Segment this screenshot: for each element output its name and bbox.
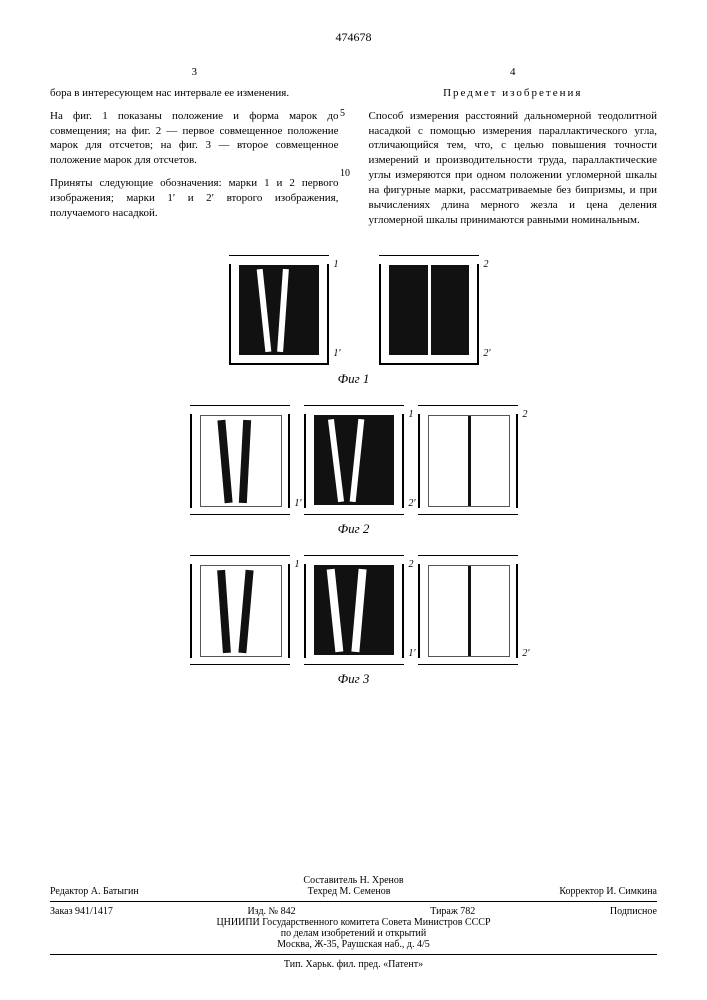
text-columns: 3 бора в интересующем нас интервале ее и… (50, 65, 657, 235)
fig2-t2-bar2 (349, 419, 364, 502)
fig3-t2-bar2 (352, 569, 367, 652)
footer-tech: Техред М. Семенов (308, 886, 391, 897)
fig1-mark-1 (257, 269, 272, 352)
page-number-right: 4 (369, 65, 658, 80)
line-number-10: 10 (340, 168, 350, 179)
left-p2: На фиг. 1 показаны положение и форма мар… (50, 109, 339, 168)
left-p1: бора в интересующем нас интервале ее изм… (50, 86, 339, 101)
footer-print-row: Заказ 941/1417 Изд. № 842 Тираж 782 Подп… (50, 906, 657, 917)
fig1-label-2: 2 (484, 259, 489, 270)
fig1-caption: Фиг 1 (50, 371, 657, 387)
fig2-t3-inner (428, 415, 510, 507)
page-number-left: 3 (50, 65, 339, 80)
fig3-tile-1: 1 (190, 555, 290, 665)
left-column: 3 бора в интересующем нас интервале ее и… (50, 65, 339, 235)
fig2-t2-lab1: 1 (409, 409, 414, 420)
fig1-tile-left: 1 1′ (229, 255, 329, 365)
fig3-t1-bar1 (217, 570, 231, 653)
right-heading: Предмет изобретения (369, 86, 658, 101)
fig3-t3-split (468, 566, 471, 656)
fig2-tile-2: 1 2′ (304, 405, 404, 515)
fig3-t3-inner (428, 565, 510, 657)
fig2-t3-lab: 2 (523, 409, 528, 420)
fig1-label-2p: 2′ (483, 348, 490, 359)
fig3-t2-bar1 (327, 569, 344, 652)
fig3-t1-inner (200, 565, 282, 657)
fig2-t1-bar1 (218, 420, 233, 503)
fig2-caption: Фиг 2 (50, 521, 657, 537)
fig1-label-1: 1 (334, 259, 339, 270)
fig3-t1-lab: 1 (295, 559, 300, 570)
right-p1: Способ измерения расстояний дальномерной… (369, 109, 658, 228)
fig2-tile-1: 1′ (190, 405, 290, 515)
fig3-t2-lab2: 1′ (408, 648, 415, 659)
footer-compiler: Составитель Н. Хренов (50, 875, 657, 886)
fig3-row: 1 2 1′ 2′ (50, 555, 657, 665)
fig1-tile-right: 2 2′ (379, 255, 479, 365)
footer-izd: Изд. № 842 (247, 906, 295, 917)
figures-area: 1 1′ 2 2′ Фиг 1 1′ 1 (50, 255, 657, 687)
fig3-t3-lab: 2′ (522, 648, 529, 659)
fig2-row: 1′ 1 2′ 2 (50, 405, 657, 515)
fig3-t2-inner (314, 565, 394, 655)
fig2-t1-inner (200, 415, 282, 507)
fig2-tile-3: 2 (418, 405, 518, 515)
footer-org2: по делам изобретений и открытий (50, 928, 657, 939)
fig2-t2-lab2: 2′ (408, 498, 415, 509)
fig3-caption: Фиг 3 (50, 671, 657, 687)
fig3-tile-3: 2′ (418, 555, 518, 665)
footer: Составитель Н. Хренов Редактор А. Батыги… (50, 875, 657, 970)
fig1-label-1p: 1′ (333, 348, 340, 359)
right-column: 4 Предмет изобретения Способ измерения р… (369, 65, 658, 235)
footer-credits-row: Редактор А. Батыгин Техред М. Семенов Ко… (50, 886, 657, 897)
footer-print: Тип. Харьк. фил. пред. «Патент» (50, 959, 657, 970)
fig2-t2-inner (314, 415, 394, 505)
document-number: 474678 (50, 30, 657, 45)
footer-editor: Редактор А. Батыгин (50, 886, 139, 897)
footer-addr: Москва, Ж-35, Раушская наб., д. 4/5 (50, 939, 657, 950)
footer-tirazh: Тираж 782 (430, 906, 475, 917)
fig1-right-inner (389, 265, 469, 355)
footer-sign: Подписное (610, 906, 657, 917)
fig1-mark-1p (277, 269, 289, 352)
footer-rule-1 (50, 901, 657, 902)
fig1-split (428, 265, 431, 355)
fig2-t1-lab: 1′ (294, 498, 301, 509)
left-p3: Приняты следующие обозначения: марки 1 и… (50, 176, 339, 221)
footer-corrector: Корректор И. Симкина (559, 886, 657, 897)
line-number-5: 5 (340, 108, 345, 119)
fig1-left-inner (239, 265, 319, 355)
footer-org1: ЦНИИПИ Государственного комитета Совета … (50, 917, 657, 928)
fig3-t2-lab1: 2 (409, 559, 414, 570)
fig2-t2-bar1 (328, 419, 344, 502)
fig1-row: 1 1′ 2 2′ (50, 255, 657, 365)
fig2-t1-bar2 (238, 420, 250, 503)
fig3-t1-bar2 (239, 570, 254, 653)
footer-order: Заказ 941/1417 (50, 906, 113, 917)
fig3-tile-2: 2 1′ (304, 555, 404, 665)
footer-rule-2 (50, 954, 657, 955)
fig2-t3-split (468, 416, 471, 506)
